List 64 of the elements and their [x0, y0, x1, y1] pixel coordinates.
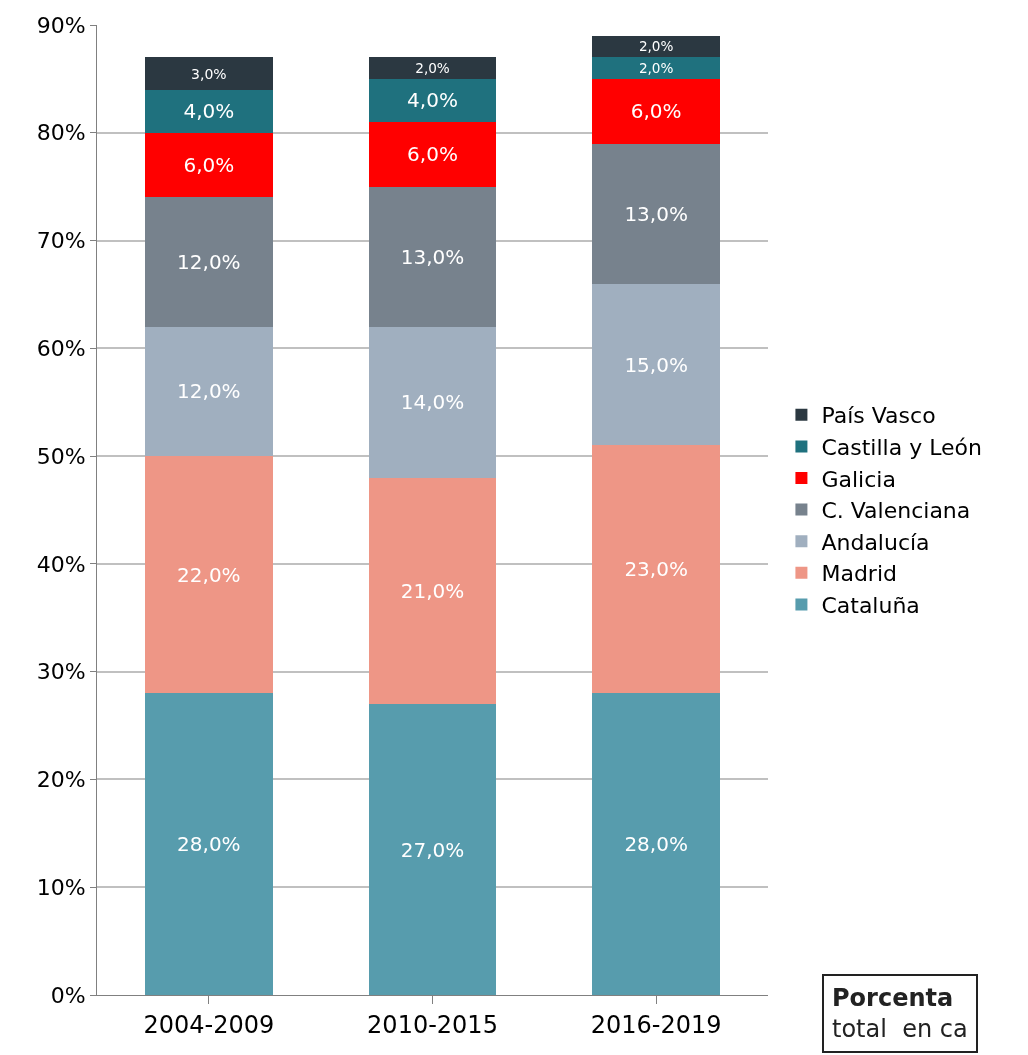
- legend-label: Cataluña: [821, 592, 920, 618]
- data-label: 12,0%: [177, 379, 241, 404]
- y-tick-label: 30%: [36, 659, 86, 685]
- y-tick-label: 80%: [36, 120, 86, 146]
- bar: [592, 78, 720, 144]
- data-label: 6,0%: [183, 153, 235, 178]
- y-tick-label: 60%: [36, 336, 86, 362]
- bar: [592, 283, 720, 446]
- data-label: 4,0%: [407, 88, 458, 113]
- x-tick-label: 2004-2009: [143, 1010, 275, 1039]
- bar: [592, 57, 720, 79]
- bar: [592, 693, 720, 995]
- data-label: 22,0%: [177, 562, 241, 587]
- data-label: 23,0%: [624, 557, 688, 582]
- bar: [368, 704, 497, 995]
- legend-label: Galicia: [821, 466, 896, 492]
- bar: [592, 143, 720, 284]
- bar: [368, 78, 497, 122]
- bar: [145, 456, 273, 694]
- y-tick-label: 90%: [36, 12, 86, 38]
- x-tick-label: 2016-2019: [590, 1010, 722, 1039]
- bar: [145, 89, 273, 133]
- y-tick-label: 50%: [36, 443, 86, 469]
- bar: [145, 197, 273, 327]
- bar: [592, 35, 720, 58]
- bar: [368, 477, 497, 704]
- bar: [368, 326, 497, 478]
- bar: [145, 326, 273, 457]
- bar: [368, 122, 497, 187]
- legend-label: Andalucía: [821, 529, 930, 555]
- data-label: 14,0%: [400, 390, 465, 415]
- y-tick-label: 20%: [36, 767, 86, 793]
- legend-label: Madrid: [821, 561, 897, 587]
- y-tick-label: 0%: [50, 982, 86, 1008]
- legend-label: País Vasco: [821, 403, 936, 429]
- bar: [368, 57, 497, 79]
- text: Porcenta: [832, 984, 954, 1012]
- data-label: 2,0%: [638, 38, 674, 55]
- text: total en ca: [832, 1015, 968, 1044]
- data-label: 6,0%: [630, 99, 682, 124]
- bar: [145, 57, 273, 90]
- bar: [145, 693, 273, 995]
- data-label: 27,0%: [400, 837, 465, 862]
- y-tick-label: 10%: [36, 874, 86, 900]
- legend-label: Castilla y León: [821, 434, 982, 460]
- legend-label: C. Valenciana: [821, 498, 971, 524]
- bar: [592, 445, 720, 694]
- data-label: 2,0%: [638, 59, 674, 76]
- data-label: 3,0%: [191, 65, 227, 82]
- bar: [368, 186, 497, 327]
- data-label: 28,0%: [177, 832, 241, 857]
- x-tick-label: 2010-2015: [367, 1010, 498, 1039]
- bar: [145, 132, 273, 198]
- data-label: 13,0%: [400, 244, 465, 269]
- data-label: 15,0%: [624, 352, 688, 377]
- y-tick-label: 40%: [36, 551, 86, 577]
- data-label: 6,0%: [407, 142, 458, 167]
- data-label: 4,0%: [183, 99, 235, 124]
- data-label: 13,0%: [624, 201, 688, 226]
- y-tick-label: 70%: [36, 228, 86, 254]
- data-label: 21,0%: [400, 578, 465, 603]
- data-label: 28,0%: [624, 832, 688, 857]
- data-label: 12,0%: [177, 250, 241, 275]
- data-label: 2,0%: [415, 59, 450, 76]
